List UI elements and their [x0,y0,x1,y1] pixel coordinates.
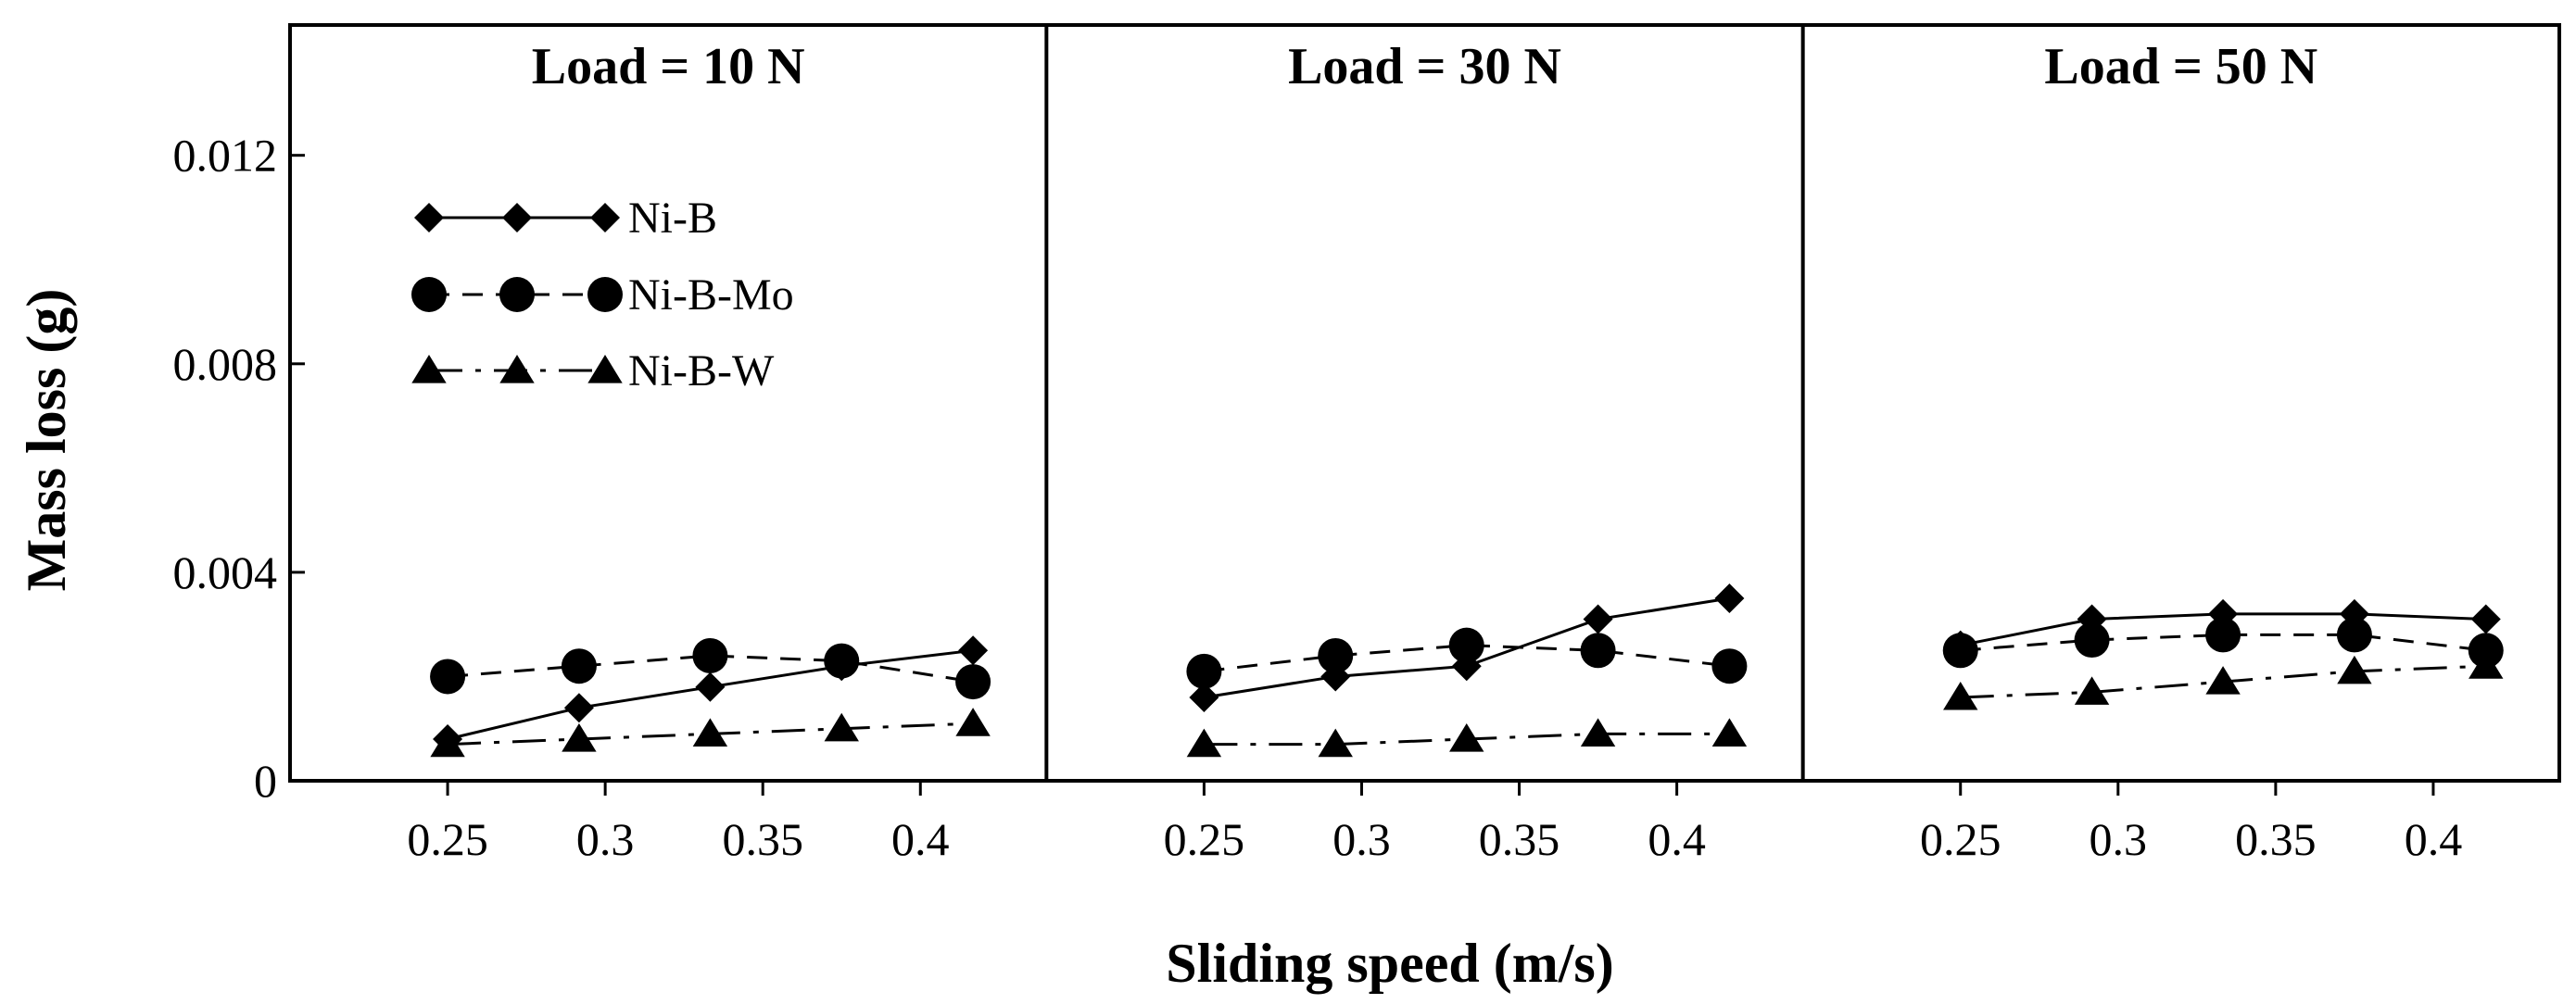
data-point-ni-b-mo [1942,633,1978,669]
x-tick-label: 0.25 [407,813,488,865]
x-tick-label: 0.3 [576,813,635,865]
series-layer [430,584,2504,758]
data-point-ni-b-w [1318,728,1353,758]
data-point-ni-b-mo [561,648,597,684]
x-tick-label: 0.4 [2405,813,2463,865]
data-point-ni-b [958,635,989,666]
legend-marker-ni-b-mo [587,277,623,312]
legend-marker-ni-b [502,203,532,232]
data-point-ni-b-mo [1448,627,1484,663]
y-tick-label: 0.012 [173,130,278,182]
legend: Ni-B Ni-B-Mo Ni-B-W [411,194,794,395]
panel-title: Load = 10 N [532,38,805,95]
legend-marker-ni-b-w [587,355,623,383]
legend-marker-ni-b-mo [499,277,535,312]
data-point-ni-b-mo [1318,637,1354,673]
data-point-ni-b-w [1711,718,1748,747]
legend-marker-ni-b [590,203,620,232]
data-point-ni-b-w [1449,722,1484,752]
data-point-ni-b-w [955,708,991,736]
legend-label-ni-b-w: Ni-B-W [628,346,775,395]
x-axis: 0.25 0.3 0.35 0.4 0.25 0.3 0.35 0.4 0.25 0.3 0.35 0… [407,781,2462,865]
legend-marker-ni-b [414,203,444,232]
legend-marker-ni-b-w [411,355,447,383]
data-point-ni-b-w [562,722,597,752]
data-point-ni-b-mo [2074,622,2110,659]
legend-label-ni-b-mo: Ni-B-Mo [628,270,794,320]
data-point-ni-b-w [692,718,728,747]
x-tick-label: 0.35 [1479,813,1560,865]
data-point-ni-b-w [824,712,859,742]
data-point-ni-b [695,671,726,702]
x-tick-label: 0.3 [2090,813,2148,865]
data-point-ni-b-mo [955,664,991,700]
data-point-ni-b-w [1580,718,1616,747]
data-point-ni-b [563,693,594,723]
x-tick-label: 0.35 [2235,813,2317,865]
plot-border [288,23,2561,783]
data-point-ni-b-mo [824,643,860,679]
legend-marker-ni-b-mo [411,277,447,312]
data-point-ni-b-w [2337,655,2372,684]
data-point-ni-b-mo [1711,648,1748,684]
data-point-ni-b-w [1186,728,1222,758]
data-point-ni-b-w [2074,676,2110,705]
y-tick-label: 0.004 [173,546,278,598]
panel-dividers [1044,25,1805,781]
x-axis-title: Sliding speed (m/s) [1166,933,1613,994]
plot-frame [288,23,2561,783]
data-point-ni-b [1714,584,1745,614]
y-axis-title: Mass loss (g) [16,289,77,592]
data-point-ni-b-mo [692,637,728,673]
panel-titles: Load = 10 N Load = 30 N Load = 50 N [532,38,2318,95]
y-tick-label: 0 [254,755,277,807]
data-point-ni-b-mo [1186,653,1222,689]
data-point-ni-b [2470,604,2501,634]
series-line-ni-b-mo [1960,633,2486,652]
data-point-ni-b-w [1943,681,1978,710]
panel-title: Load = 30 N [1288,38,1561,95]
data-point-ni-b-w [2469,650,2504,679]
panel-title: Load = 50 N [2044,38,2317,95]
x-tick-label: 0.25 [1164,813,1245,865]
x-tick-label: 0.35 [722,813,803,865]
data-point-ni-b [1583,604,1613,634]
x-tick-label: 0.4 [891,813,950,865]
x-tick-label: 0.25 [1920,813,2001,865]
data-point-ni-b-mo [1580,633,1616,669]
legend-label-ni-b: Ni-B [628,194,717,243]
data-point-ni-b-mo [2336,617,2372,653]
data-point-ni-b-mo [430,659,466,695]
data-point-ni-b-w [430,728,465,758]
data-point-ni-b [1189,682,1219,712]
x-tick-label: 0.3 [1332,813,1391,865]
legend-marker-ni-b-w [499,355,535,383]
y-tick-label: 0.008 [173,338,278,390]
x-tick-label: 0.4 [1648,813,1706,865]
series-line-ni-b-mo [1204,644,1730,673]
series-line-ni-b-mo [447,654,974,684]
data-point-ni-b-w [2205,666,2241,695]
data-point-ni-b-mo [2205,617,2241,653]
y-axis: 0 0.004 0.008 0.012 [173,130,305,807]
